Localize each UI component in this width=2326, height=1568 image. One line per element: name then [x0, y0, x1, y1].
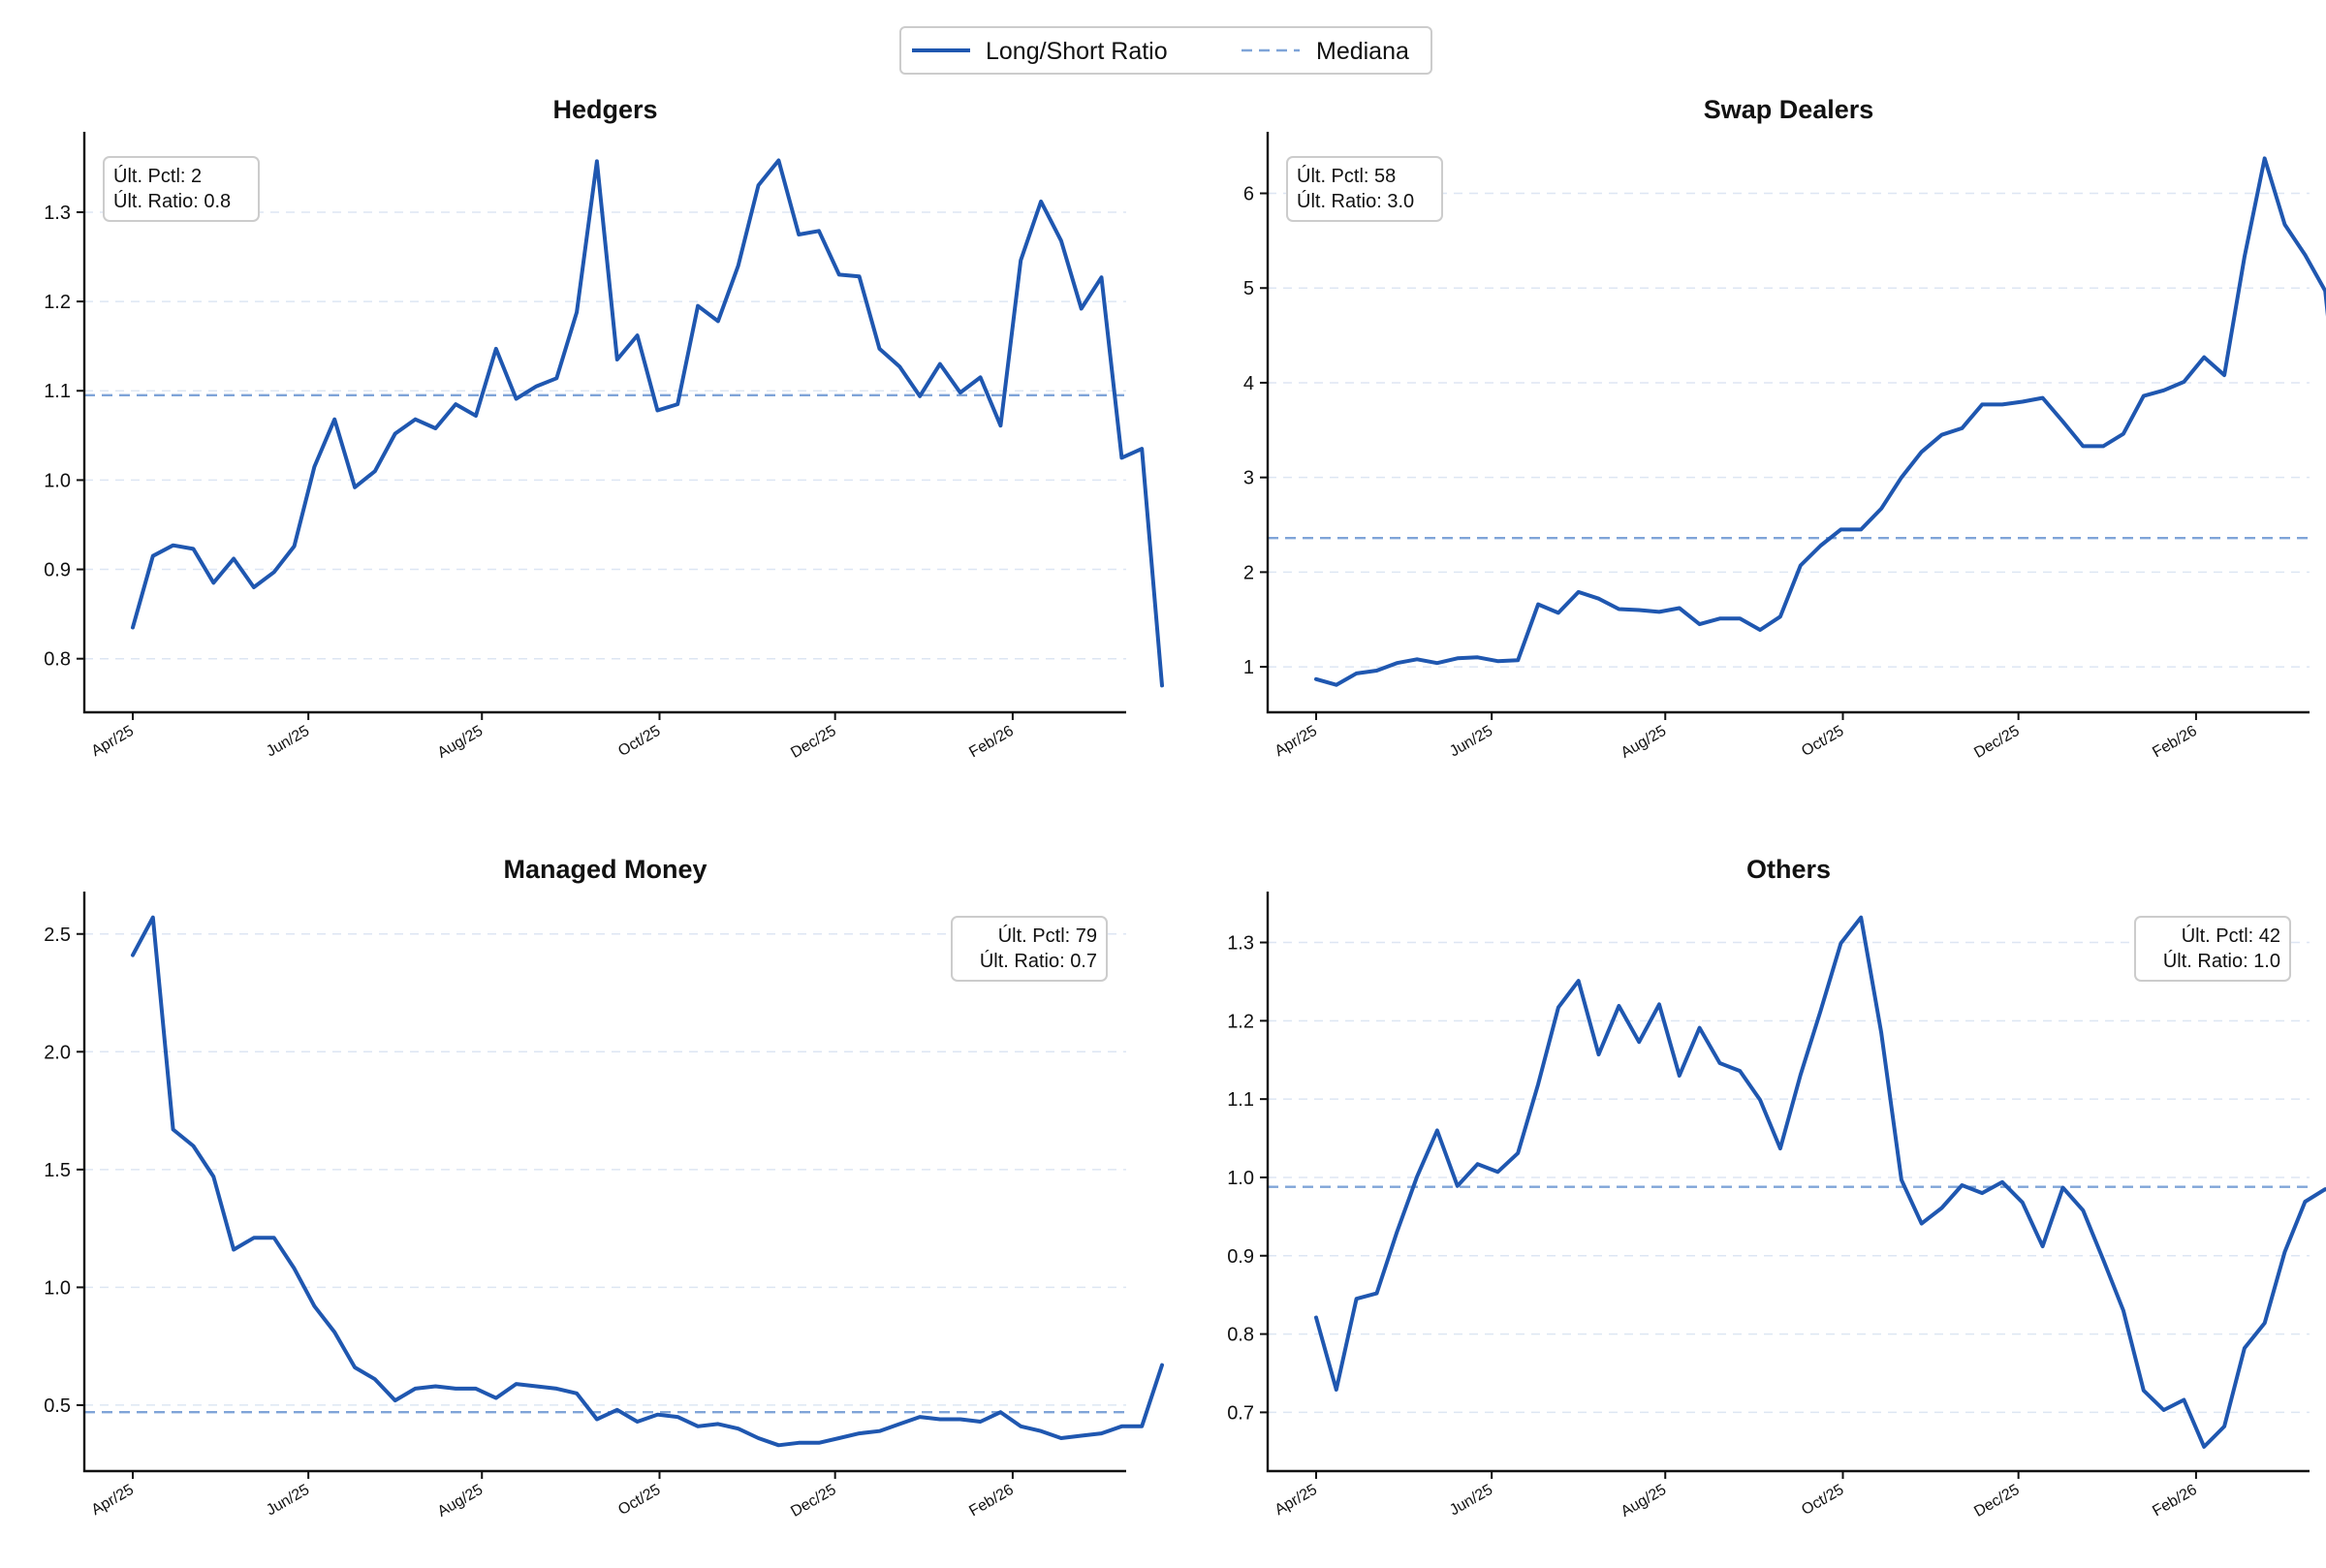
y-tick-label: 5 — [1243, 278, 1254, 299]
y-tick-label: 0.9 — [44, 560, 71, 581]
ratio-line — [131, 915, 1164, 1448]
y-tick-label: 0.8 — [44, 649, 71, 671]
x-tick-label: Jun/25 — [1447, 723, 1495, 761]
x-tick-label: Jun/25 — [264, 1482, 312, 1520]
ratio-line — [131, 158, 1164, 688]
annotation-box — [1286, 156, 1443, 222]
annotation-box — [2134, 916, 2291, 982]
axis-spines — [1266, 892, 2310, 1473]
x-tick-label: Jun/25 — [264, 723, 312, 761]
y-tick-label: 1.5 — [44, 1160, 71, 1181]
y-tick-label: 2.0 — [44, 1042, 71, 1063]
y-tick-label: 2.5 — [44, 925, 71, 946]
annotation-text: Últ. Ratio: 3.0 — [1297, 190, 1414, 212]
annotation-box — [103, 156, 260, 222]
y-tick-label: 1.1 — [44, 381, 71, 402]
panel-swap-dealers: Swap Dealers 1 2 3 4 5 6 Apr/25 Jun/25 Aug/25 Oct/… — [1243, 95, 2326, 762]
y-tick-label: 1.3 — [44, 203, 71, 224]
y-tick-label: 0.9 — [1227, 1246, 1254, 1268]
y-tick-label: 1.0 — [44, 470, 71, 491]
y-tick-label: 3 — [1243, 468, 1254, 489]
y-tick-label: 2 — [1243, 562, 1254, 583]
y-tick-label: 1 — [1243, 657, 1254, 678]
annotation-text: Últ. Pctl: 58 — [1297, 165, 1396, 187]
annotation-text: Últ. Pctl: 2 — [113, 165, 202, 187]
y-tick-label: 1.1 — [1227, 1089, 1254, 1111]
y-tick-label: 1.2 — [44, 292, 71, 313]
y-tick-label: 1.2 — [1227, 1011, 1254, 1032]
x-tick-label: Oct/25 — [1799, 723, 1846, 760]
axis-spines — [82, 132, 1126, 714]
x-tick-label: Aug/25 — [435, 1482, 487, 1521]
x-tick-label: Apr/25 — [1273, 1482, 1320, 1519]
y-tick-label: 1.3 — [1227, 933, 1254, 955]
annotation-box — [951, 916, 1108, 982]
annotation-text: Últ. Ratio: 0.7 — [980, 950, 1097, 972]
ratio-line — [1314, 156, 2326, 687]
y-tick-label: 0.5 — [44, 1396, 71, 1417]
x-tick-label: Feb/26 — [2150, 723, 2200, 762]
x-tick-label: Apr/25 — [1273, 723, 1320, 760]
panel-others: Others 0.7 0.8 0.9 1.0 1.1 1.2 1.3 Apr/25 Jun/25 A… — [1227, 855, 2326, 1521]
axis-spines — [1266, 132, 2310, 714]
ratio-line — [1314, 915, 2326, 1449]
y-tick-label: 1.0 — [44, 1277, 71, 1299]
y-tick-label: 6 — [1243, 184, 1254, 205]
x-tick-label: Dec/25 — [1971, 1482, 2022, 1521]
panel-title: Others — [1746, 855, 1831, 884]
x-tick-label: Apr/25 — [89, 723, 137, 760]
x-tick-label: Jun/25 — [1447, 1482, 1495, 1520]
y-tick-label: 0.7 — [1227, 1402, 1254, 1424]
axis-spines — [82, 892, 1126, 1473]
x-tick-label: Feb/26 — [2150, 1482, 2200, 1521]
panel-hedgers: Hedgers 0.8 0.9 1.0 1.1 1.2 1.3 Apr/25 Jun/25 Aug… — [44, 95, 1164, 762]
x-tick-label: Feb/26 — [966, 1482, 1017, 1521]
panel-managed-money: Managed Money 0.5 1.0 1.5 2.0 2.5 Apr/25 Jun/25… — [44, 855, 1164, 1521]
x-tick-label: Oct/25 — [1799, 1482, 1846, 1519]
x-tick-label: Aug/25 — [1619, 1482, 1670, 1521]
annotation-text: Últ. Pctl: 42 — [2182, 925, 2280, 947]
legend: Long/Short Ratio Mediana — [899, 26, 1432, 75]
x-tick-label: Feb/26 — [966, 723, 1017, 762]
legend-label-ratio: Long/Short Ratio — [986, 38, 1168, 65]
x-tick-label: Dec/25 — [1971, 723, 2022, 762]
annotation-text: Últ. Ratio: 0.8 — [113, 190, 231, 212]
y-tick-label: 4 — [1243, 373, 1254, 394]
legend-box — [899, 26, 1432, 75]
x-tick-label: Aug/25 — [1619, 723, 1670, 762]
x-tick-label: Apr/25 — [89, 1482, 137, 1519]
legend-label-median: Mediana — [1316, 38, 1409, 65]
panel-title: Managed Money — [503, 855, 707, 884]
x-tick-label: Aug/25 — [435, 723, 487, 762]
y-tick-label: 0.8 — [1227, 1325, 1254, 1346]
panel-title: Hedgers — [552, 95, 657, 124]
x-tick-label: Oct/25 — [615, 723, 663, 760]
y-tick-label: 1.0 — [1227, 1168, 1254, 1189]
x-tick-label: Oct/25 — [615, 1482, 663, 1519]
x-tick-label: Dec/25 — [788, 1482, 838, 1521]
annotation-text: Últ. Pctl: 79 — [998, 925, 1097, 947]
panel-title: Swap Dealers — [1704, 95, 1874, 124]
annotation-text: Últ. Ratio: 1.0 — [2163, 950, 2280, 972]
x-tick-label: Dec/25 — [788, 723, 838, 762]
